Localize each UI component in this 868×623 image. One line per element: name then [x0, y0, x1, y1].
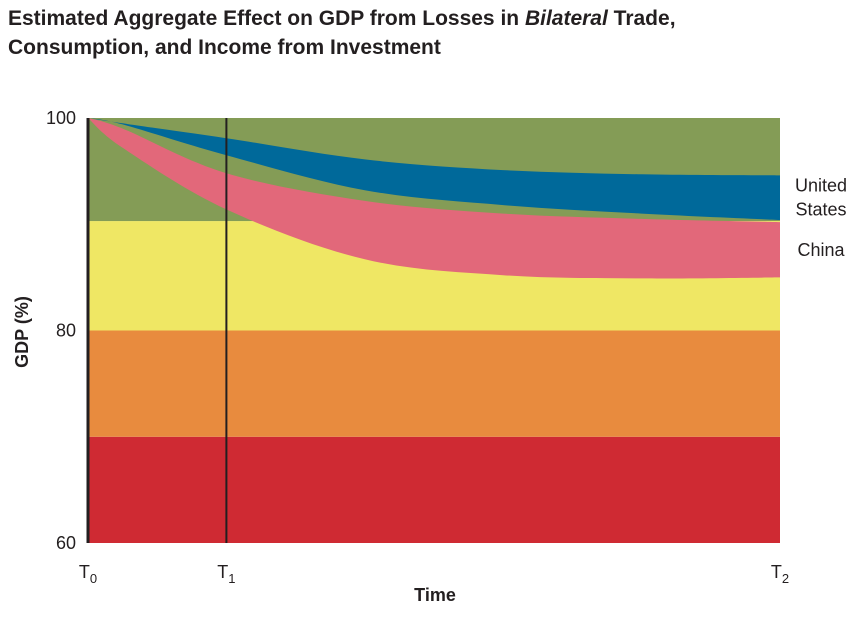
series-label-china: China [797, 240, 845, 260]
chart-title-emphasis: Bilateral [524, 7, 608, 30]
background-band-0 [88, 436, 780, 543]
axes [86, 118, 228, 543]
y-tick-label-80: 80 [56, 321, 76, 341]
y-axis-label: GDP (%) [12, 296, 32, 368]
series-labels: United States China [795, 176, 847, 260]
series-area-china [88, 118, 780, 279]
x-tick-label-T1: T1 [217, 562, 235, 586]
chart-title: Estimated Aggregate Effect on GDP from L… [8, 4, 858, 62]
chart-title-line-2: Consumption, and Income from Investment [8, 36, 441, 59]
chart-title-part-1: Estimated Aggregate Effect on GDP from L… [8, 7, 525, 30]
y-tick-label-100: 100 [46, 108, 76, 128]
series-areas [88, 118, 780, 279]
chart-title-part-2: Trade, [607, 7, 676, 30]
x-axis-label: Time [414, 585, 456, 605]
x-tick-label-T2: T2 [771, 562, 789, 586]
series-label-united-states: United States [795, 176, 847, 220]
tick-labels: 60 80 100 T0 T1 T2 [46, 108, 789, 586]
x-tick-label-T0: T0 [79, 562, 97, 586]
background-band-1 [88, 330, 780, 437]
series-area-united-states [88, 118, 780, 220]
y-tick-label-60: 60 [56, 533, 76, 553]
